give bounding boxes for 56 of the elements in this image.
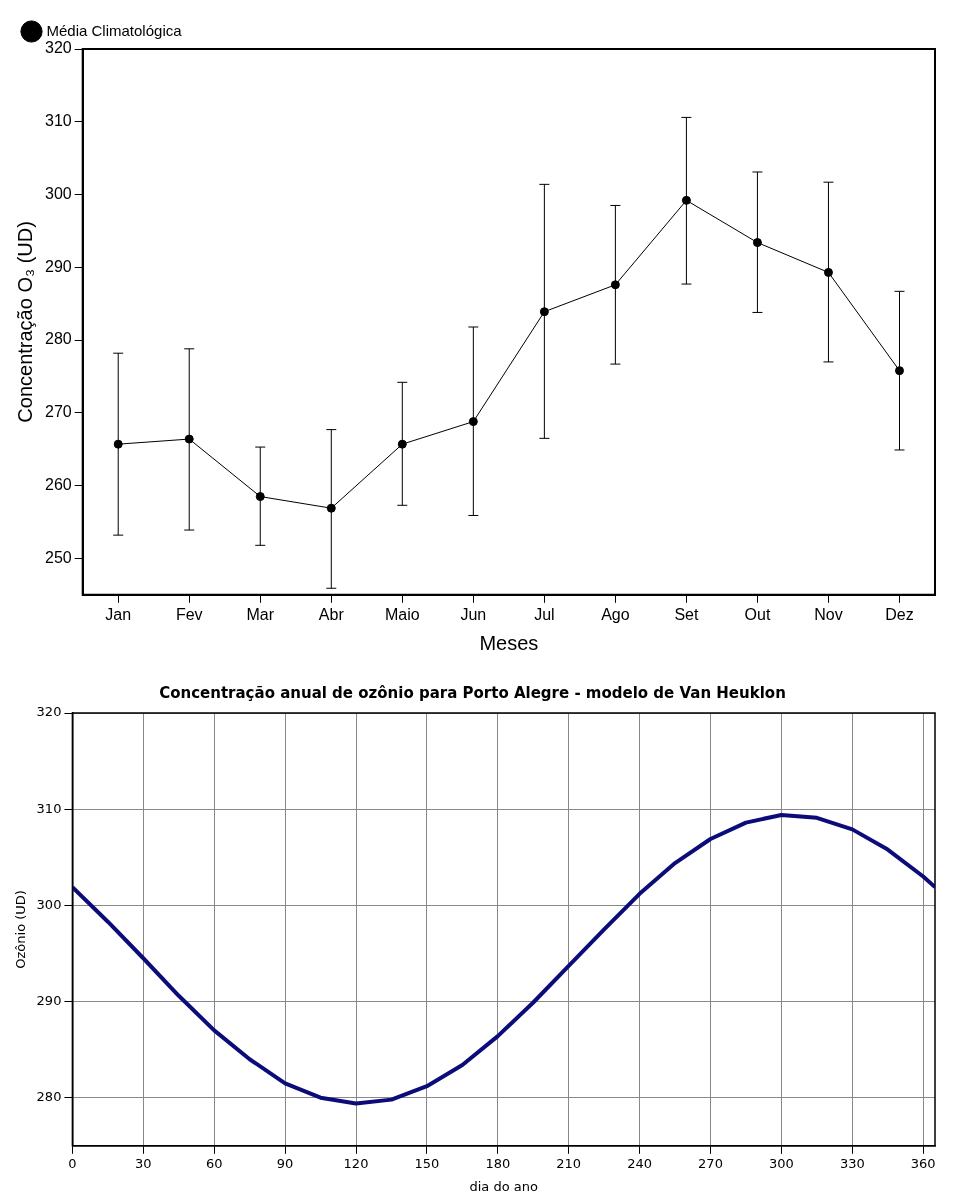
y-tick-label: 270: [44, 403, 72, 421]
point: [113, 439, 123, 449]
y-tick-label: 280: [36, 1089, 62, 1105]
x-axis-title: Meses: [479, 631, 539, 654]
x-tick-label: 180: [485, 1155, 511, 1171]
point: [823, 267, 833, 277]
x-tick-label: 360: [910, 1155, 936, 1171]
chart-title: Concentração anual de ozônio para Porto Alegre - modelo de Van Heuklon: [159, 683, 786, 702]
y-tick-label: 290: [36, 992, 62, 1008]
x-tick-label: Mar: [246, 605, 275, 623]
y-tick-label: 280: [44, 330, 72, 348]
point: [326, 503, 336, 513]
x-axis-title: dia do ano: [469, 1178, 538, 1194]
y-tick-label: 320: [36, 704, 62, 720]
x-tick-label: 0: [68, 1155, 77, 1171]
x-tick-label: 120: [343, 1155, 369, 1171]
x-tick-label: 210: [556, 1155, 582, 1171]
y-tick-label: 310: [44, 112, 72, 130]
y-tick-label: 290: [44, 257, 72, 275]
y-tick-label: 300: [36, 896, 62, 912]
point: [255, 492, 265, 502]
x-tick-label: Dez: [885, 605, 914, 623]
x-tick-label: Fev: [175, 605, 203, 623]
x-tick-label: Nov: [814, 605, 843, 623]
point: [184, 434, 194, 444]
point: [468, 417, 478, 427]
x-tick-label: Jul: [534, 605, 555, 623]
x-tick-label: Set: [674, 605, 699, 623]
x-tick-label: 60: [205, 1155, 223, 1171]
x-tick-label: 90: [276, 1155, 294, 1171]
x-tick-label: Jan: [105, 605, 132, 623]
y-axis-title: Ozônio (UD): [13, 890, 29, 969]
y-tick-label: 320: [44, 39, 72, 57]
point: [894, 366, 904, 376]
x-tick-label: Ago: [601, 605, 630, 623]
x-tick-label: Out: [744, 605, 771, 623]
x-tick-label: 270: [698, 1155, 723, 1171]
x-tick-label: 30: [135, 1155, 152, 1171]
y-tick-label: 250: [44, 548, 72, 566]
y-tick-label: 300: [44, 184, 72, 202]
x-tick-label: 150: [414, 1155, 440, 1171]
point: [752, 238, 762, 248]
x-tick-label: 240: [627, 1155, 653, 1171]
x-tick-label: 300: [768, 1155, 794, 1171]
point: [681, 195, 691, 205]
y-tick-label: 310: [36, 800, 62, 816]
x-tick-label: Abr: [318, 605, 345, 623]
x-tick-label: Jun: [460, 605, 487, 623]
point: [397, 439, 407, 449]
legend-label: Média Climatológica: [46, 21, 183, 39]
x-tick-label: Maio: [384, 605, 420, 623]
point: [610, 280, 620, 290]
y-axis-title: Concentração O₃ (UD): [13, 221, 36, 423]
x-tick-label: 330: [839, 1155, 865, 1171]
point: [539, 307, 549, 317]
y-tick-label: 260: [44, 476, 72, 494]
